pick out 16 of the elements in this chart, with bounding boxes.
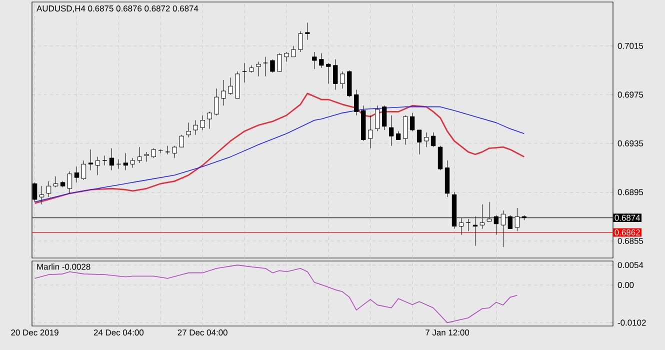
- ref-line-label: 0.6874: [614, 214, 640, 221]
- x-tick-label: 24 Dec 04:00: [94, 330, 144, 336]
- x-tick-label: 27 Dec 04:00: [178, 330, 228, 336]
- y-tick-label: 0.6855: [618, 238, 644, 244]
- x-tick-label: 20 Dec 2019: [11, 330, 58, 336]
- chart-title: AUDUSD,H4 0.6875 0.6876 0.6872 0.6874: [36, 5, 198, 12]
- y-tick-label: 0.6895: [618, 189, 644, 196]
- chart-title: Marlin -0.0028: [37, 264, 90, 270]
- y-tick-label: 0.6975: [618, 92, 644, 98]
- y-tick-label: 0.6935: [618, 140, 644, 146]
- y-tick-label: 0.7015: [618, 42, 644, 49]
- y-tick-label: -0.0102: [618, 320, 646, 326]
- y-tick-label: 0.00: [618, 282, 634, 288]
- y-tick-label: 0.0054: [618, 262, 644, 268]
- x-tick-label: 7 Jan 12:00: [426, 330, 470, 336]
- ref-line-label: 0.6862: [614, 229, 640, 236]
